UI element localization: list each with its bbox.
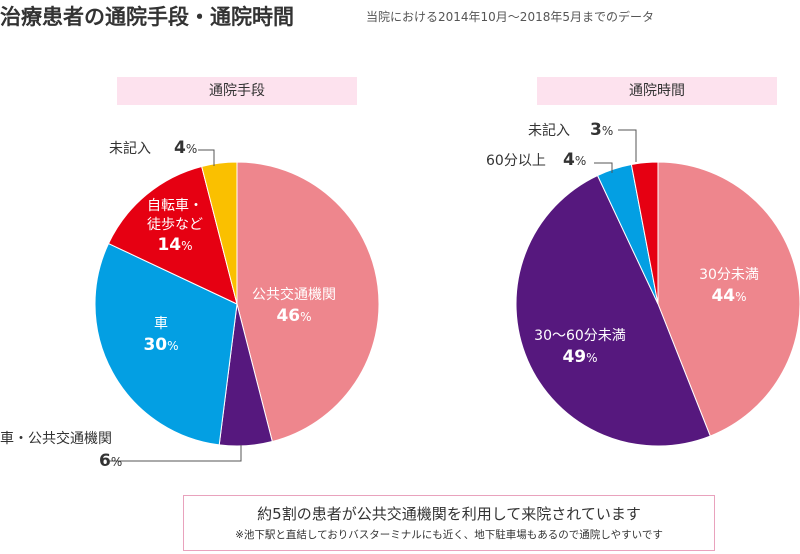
leader-line [198, 149, 215, 166]
slice-value: 49% [562, 347, 597, 367]
data-period-note: 当院における2014年10月～2018年5月までのデータ [366, 10, 654, 24]
pie-chart-travel-time: 30分未満 44% 30～60分未満 49% 60分以上 4% 未記入 3% [486, 120, 800, 447]
leader-line [618, 129, 637, 162]
summary-footnote: ※池下駅と直結しておりバスターミナルにも近く、地下駐車場もあるので通院しやすいで… [235, 529, 663, 541]
slice-value: 6% [99, 451, 122, 471]
slice-value: 14% [157, 235, 192, 255]
slice-value: 30% [143, 335, 178, 355]
leader-line [594, 162, 613, 173]
slice-value: 44% [711, 286, 746, 306]
pie-chart-transport: 公共交通機関 46% 車・公共交通機関 6% 車 30% 自転車・徒歩など 14% 未記入 4% [0, 138, 380, 471]
pie-slice [515, 174, 711, 447]
leader-line [110, 445, 242, 462]
pie-slice [236, 161, 380, 443]
slice-value: 4% [174, 138, 197, 158]
pie-slice [657, 161, 800, 437]
slice-label: 30分未満 [699, 267, 759, 283]
slice-label: 自転車・ [147, 197, 203, 214]
slice-label: 車・公共交通機関 [0, 430, 112, 447]
pie-slice [107, 165, 238, 305]
slice-label: 60分以上 [486, 153, 546, 169]
chart-title-travel-time: 通院時間 [537, 77, 777, 105]
slice-value: 3% [590, 120, 613, 140]
slice-label: 公共交通機関 [252, 286, 336, 303]
summary-main-text: 約5割の患者が公共交通機関を利用して来院されています [257, 505, 641, 523]
pie-slice [201, 161, 238, 305]
slice-value: 4% [563, 150, 586, 170]
slice-label: 未記入 [109, 140, 151, 157]
pie-slice [94, 242, 238, 446]
chart-title-transport: 通院手段 [117, 77, 357, 105]
slice-value: 46% [276, 306, 311, 326]
pie-slice [630, 161, 659, 305]
slice-label: 徒歩など [147, 217, 203, 233]
summary-box: 約5割の患者が公共交通機関を利用して来院されています ※池下駅と直結しておりバス… [183, 495, 715, 551]
slice-label: 30～60分未満 [534, 328, 626, 344]
page-title: 治療患者の通院手段・通院時間 [0, 5, 294, 29]
slice-label: 車 [154, 315, 168, 332]
slice-label: 未記入 [528, 122, 570, 139]
